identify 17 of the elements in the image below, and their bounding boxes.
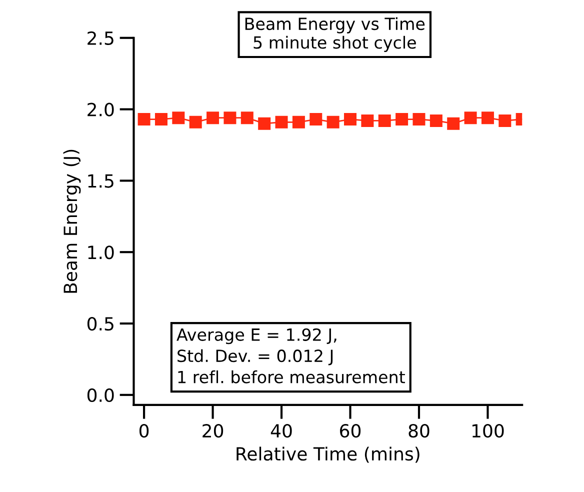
x-tick-label: 40: [270, 424, 292, 438]
y-tick-label: 2.5: [88, 31, 114, 45]
y-tick-label: 2.0: [88, 102, 114, 116]
y-tick-label: 0.0: [87, 388, 114, 402]
x-tick-label: 20: [202, 424, 224, 438]
y-tick-label: 1.0: [88, 246, 114, 260]
y-tick-label: 1.5: [88, 174, 114, 188]
x-tick-label: 80: [408, 424, 430, 438]
x-axis-title: Relative Time (mins): [236, 446, 420, 463]
x-tick-label: 60: [340, 424, 361, 438]
chart-subtitle: 5 minute shot cycle: [254, 36, 416, 52]
x-tick-label: 0: [139, 424, 149, 438]
chart-title: Beam Energy vs Time: [245, 17, 425, 34]
annotation: Average E = 1.92 J, Std. Dev. = 0.012 J 1 refl. before measurement: [176, 328, 405, 384]
x-tick-label: 100: [472, 424, 504, 438]
y-tick-label: 0.5: [87, 316, 114, 331]
y-axis-title: Beam Energy (J): [63, 150, 81, 293]
